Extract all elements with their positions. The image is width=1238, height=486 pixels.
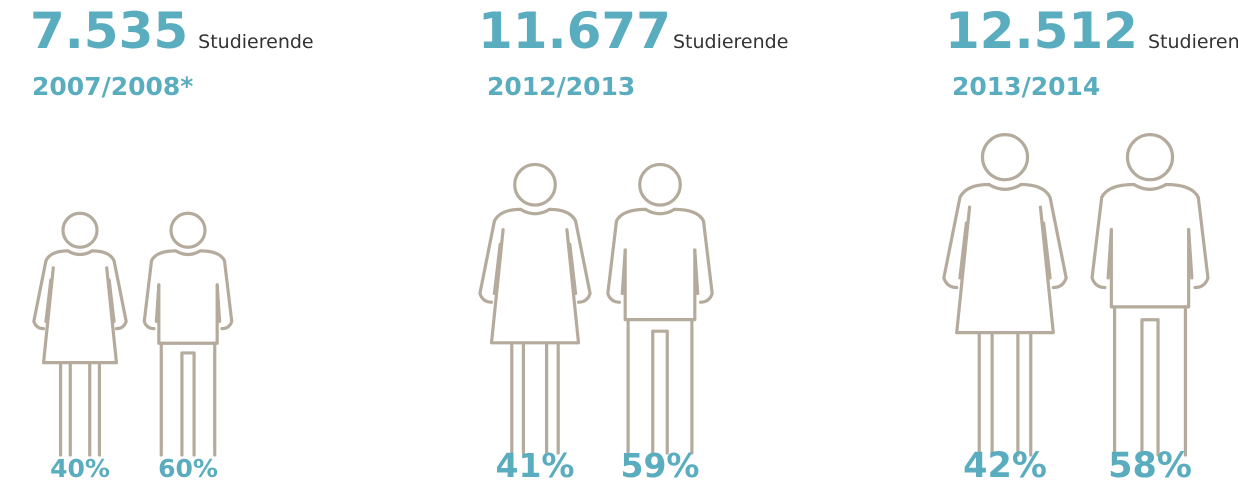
female-share: 42% (963, 446, 1047, 486)
heading: 12.512 Studierende (945, 2, 1238, 60)
academic-year: 2012/2013 (487, 72, 635, 101)
male-icon (608, 164, 712, 453)
unit-label: Studierende (673, 31, 788, 53)
outline (625, 250, 695, 320)
student-count: 12.512 (945, 2, 1138, 60)
outline (1021, 185, 1066, 288)
male-share: 58% (1108, 446, 1192, 486)
outline (61, 363, 100, 455)
outline (1111, 230, 1188, 307)
male-icon (144, 213, 231, 455)
outline (1134, 185, 1166, 190)
outline (494, 244, 575, 293)
outline (34, 251, 68, 329)
unit-label: Studierende (1148, 31, 1238, 53)
outline (46, 280, 114, 321)
outline (628, 320, 692, 453)
outline (622, 250, 697, 294)
heading: 11.677 Studierende (478, 2, 788, 60)
outline (68, 251, 92, 255)
outline (1166, 185, 1208, 288)
outline (957, 207, 1054, 333)
outline (989, 185, 1021, 190)
outline (144, 251, 176, 329)
outline (646, 209, 675, 213)
outline (156, 285, 219, 321)
head (63, 213, 97, 247)
female-icon (34, 213, 126, 455)
male-share: 59% (621, 446, 700, 485)
outline (1108, 230, 1192, 278)
heading: 7.535 Studierende (30, 2, 314, 60)
outline (521, 209, 550, 213)
female-share: 40% (50, 454, 110, 483)
outline (979, 333, 1031, 455)
unit-label: Studierende (198, 31, 313, 53)
outline (480, 209, 521, 302)
academic-year: 2007/2008* (32, 72, 193, 101)
head (982, 135, 1027, 180)
head (515, 164, 556, 205)
head (1127, 135, 1172, 180)
outline (512, 343, 558, 453)
outline (944, 185, 989, 288)
outline (1092, 185, 1134, 288)
male-share: 60% (158, 454, 218, 483)
female-share: 41% (496, 446, 575, 485)
outline (608, 209, 646, 302)
outline (550, 209, 591, 302)
outline (200, 251, 232, 329)
outline (159, 285, 217, 343)
outline (1115, 307, 1186, 455)
outline (44, 268, 117, 363)
male-icon (1092, 135, 1208, 455)
outline (161, 343, 214, 455)
student-count: 11.677 (478, 2, 671, 60)
outline (960, 223, 1050, 278)
student-count: 7.535 (30, 2, 188, 60)
outline (675, 209, 713, 302)
outline (492, 230, 579, 343)
head (171, 213, 205, 247)
outline (92, 251, 126, 329)
head (640, 164, 681, 205)
outline (176, 251, 200, 255)
female-icon (480, 164, 590, 453)
female-icon (944, 135, 1066, 455)
academic-year: 2013/2014 (952, 72, 1100, 101)
